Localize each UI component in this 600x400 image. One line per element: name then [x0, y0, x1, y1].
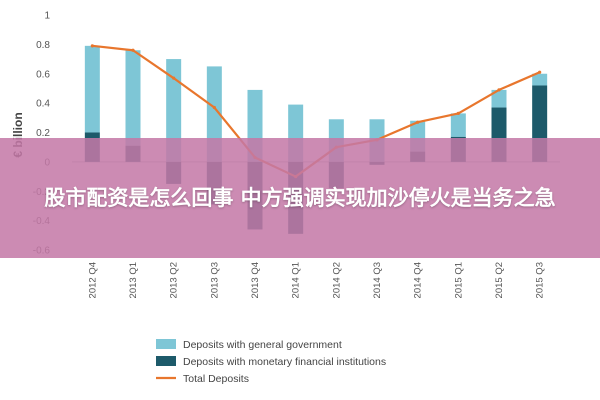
legend-label: Deposits with general government: [183, 339, 342, 351]
x-tick-label: 2015 Q1: [453, 262, 464, 298]
x-tick-label: 2012 Q4: [87, 262, 98, 298]
total-deposits-point: [456, 111, 460, 116]
y-tick-label: 0.4: [36, 99, 50, 110]
y-tick-label: 1: [44, 11, 50, 22]
x-tick-label: 2014 Q4: [413, 262, 424, 298]
x-tick-label: 2015 Q2: [494, 262, 505, 298]
x-tick-label: 2014 Q1: [291, 262, 302, 298]
legend: Deposits with general government Deposits…: [156, 339, 386, 385]
legend-label: Total Deposits: [183, 373, 249, 385]
bar-general-government: [450, 113, 466, 137]
x-axis: 2012 Q4 2013 Q1 2013 Q2 2013 Q3 2013 Q4 2014 …: [87, 262, 545, 298]
headline-banner: 股市配资是怎么回事 中方强调实现加沙停火是当务之急: [0, 138, 600, 258]
x-tick-label: 2013 Q2: [169, 262, 180, 298]
total-deposits-point: [172, 76, 176, 80]
bar-general-government: [491, 89, 507, 108]
total-deposits-point: [497, 88, 501, 92]
total-deposits-point: [416, 120, 420, 124]
total-deposits-point: [131, 48, 135, 52]
y-tick-label: 0.8: [36, 40, 50, 51]
x-tick-label: 2013 Q3: [209, 262, 220, 298]
x-tick-label: 2013 Q4: [250, 262, 261, 298]
bar-general-government: [84, 45, 100, 133]
bar-general-government: [532, 73, 548, 86]
total-deposits-point: [538, 70, 542, 74]
total-deposits-point: [90, 44, 94, 48]
legend-swatch: [156, 356, 176, 366]
x-tick-label: 2015 Q3: [535, 262, 546, 298]
x-tick-label: 2014 Q3: [372, 262, 383, 298]
total-deposits-point: [212, 105, 216, 110]
legend-label: Deposits with monetary financial institu…: [183, 356, 386, 368]
y-tick-label: 0.2: [36, 128, 50, 139]
x-tick-label: 2014 Q2: [331, 262, 342, 298]
bar-general-government: [125, 50, 141, 146]
legend-swatch: [156, 339, 176, 349]
y-tick-label: 0.6: [36, 69, 50, 80]
bar-general-government: [166, 59, 182, 162]
headline-text: 股市配资是怎么回事 中方强调实现加沙停火是当务之急: [44, 186, 556, 210]
x-tick-label: 2013 Q1: [128, 262, 139, 298]
